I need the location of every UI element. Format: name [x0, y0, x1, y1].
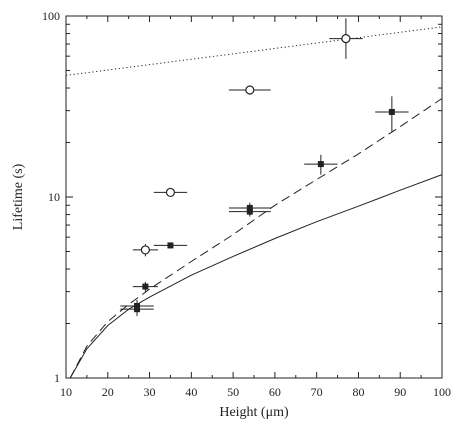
plot-frame — [65, 15, 443, 379]
y-tick-label: 1 — [54, 371, 60, 385]
filled-square-marker — [246, 208, 253, 215]
x-tick-label: 100 — [433, 385, 451, 399]
x-axis-title: Height (μm) — [219, 405, 289, 420]
open-circle-marker — [165, 187, 176, 198]
x-tick-label: 50 — [227, 385, 239, 399]
data-point — [153, 187, 188, 198]
filled-square-marker — [134, 306, 141, 313]
x-tick-label: 30 — [144, 385, 156, 399]
data-point — [132, 281, 158, 292]
solid-curve — [69, 174, 443, 379]
x-tick-label: 10 — [60, 385, 72, 399]
y-tick-label: 10 — [48, 190, 60, 204]
data-point — [304, 154, 338, 175]
open-circle-marker — [140, 245, 150, 255]
x-tick-label: 80 — [352, 385, 364, 399]
data-point — [153, 242, 188, 249]
filled-square-marker — [167, 242, 174, 249]
data-points — [120, 18, 409, 317]
filled-square-marker — [317, 161, 324, 168]
x-tick-label: 70 — [311, 385, 323, 399]
data-point — [375, 96, 409, 132]
filled-square-marker — [388, 108, 395, 115]
y-axis-title: Lifetime (s) — [11, 163, 26, 230]
data-point — [228, 85, 271, 95]
open-circle-marker — [245, 85, 255, 95]
open-circle-marker — [341, 34, 351, 44]
x-tick-label: 20 — [102, 385, 114, 399]
data-point — [329, 18, 363, 59]
dashed-curve — [69, 98, 443, 379]
filled-square-marker — [142, 283, 149, 290]
model-curves — [65, 26, 443, 379]
data-point — [120, 302, 154, 317]
data-point — [228, 207, 271, 217]
data-point — [132, 243, 158, 257]
y-tick-label: 100 — [42, 9, 60, 23]
x-tick-label: 40 — [185, 385, 197, 399]
dotted-curve — [65, 26, 443, 76]
x-tick-label: 90 — [394, 385, 406, 399]
x-tick-label: 60 — [269, 385, 281, 399]
